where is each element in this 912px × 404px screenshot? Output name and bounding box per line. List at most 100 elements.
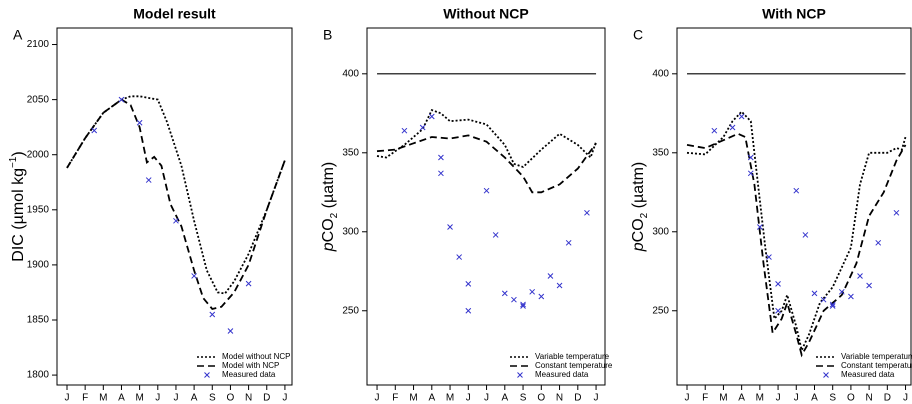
y-axis-label-part: ) <box>10 151 27 156</box>
x-tick-label: M <box>719 393 727 404</box>
x-marker <box>456 254 463 260</box>
chart-title: Model result <box>133 6 216 22</box>
x-marker <box>501 290 508 297</box>
x-marker <box>483 187 490 194</box>
x-tick-label: J <box>64 393 69 404</box>
x-marker <box>520 303 526 309</box>
plot-frame <box>56 27 293 386</box>
model-line <box>686 132 907 358</box>
y-axis-label: pCO2 (µatm) <box>320 162 340 252</box>
x-tick-label: O <box>537 393 545 404</box>
x-tick-label: A <box>738 393 745 404</box>
x-tick-label: J <box>594 393 599 404</box>
y-tick-label: 300 <box>652 226 669 237</box>
x-marker <box>438 170 444 177</box>
y-tick-label: 1950 <box>27 204 50 215</box>
x-marker <box>711 127 718 134</box>
x-marker <box>823 372 829 378</box>
x-tick-label: J <box>794 393 799 404</box>
x-tick-label: J <box>466 393 471 404</box>
x-marker <box>517 372 523 378</box>
x-marker <box>893 209 900 216</box>
model-line <box>66 95 286 295</box>
x-marker <box>227 328 234 334</box>
x-tick-label: N <box>556 393 563 404</box>
legend-label: Constant temperature <box>841 361 912 370</box>
x-marker <box>565 239 572 246</box>
model-line <box>376 108 597 169</box>
legend-label: Variable temperature <box>841 352 912 361</box>
x-tick-label: M <box>99 393 107 404</box>
model-line <box>376 134 597 194</box>
x-marker <box>775 307 781 314</box>
x-tick-label: A <box>428 393 435 404</box>
x-tick-label: M <box>409 393 417 404</box>
x-tick-label: N <box>245 393 252 404</box>
x-marker <box>428 113 435 120</box>
x-marker <box>811 290 818 297</box>
x-marker <box>191 273 197 279</box>
panel: Model result A 1800 1850 1900 1950 2000 2050 210… <box>8 6 293 404</box>
y-axis-label: DIC (µmol kg−1) <box>8 151 27 261</box>
x-marker <box>747 170 754 177</box>
x-marker <box>747 154 754 161</box>
y-tick-label: 2100 <box>27 39 50 50</box>
y-tick-label: 250 <box>342 305 359 316</box>
x-marker <box>173 217 179 224</box>
x-marker <box>775 281 781 287</box>
legend-label: Measured data <box>222 370 276 379</box>
x-marker <box>511 296 517 303</box>
x-tick-label: O <box>847 393 855 404</box>
x-marker <box>520 301 526 308</box>
y-axis-label-part: CO <box>630 218 647 242</box>
x-marker <box>419 124 426 131</box>
chart-title: With NCP <box>762 6 826 22</box>
plot-frame <box>366 27 606 386</box>
x-tick-label: A <box>811 393 818 404</box>
x-tick-label: A <box>191 393 198 404</box>
model-line <box>66 98 286 311</box>
x-tick-label: F <box>702 393 708 404</box>
y-tick-label: 2000 <box>27 149 50 160</box>
x-tick-label: S <box>209 393 216 404</box>
y-axis-label-part: −1 <box>8 156 19 168</box>
legend-label: Model without NCP <box>222 352 290 361</box>
x-marker <box>118 96 125 103</box>
x-marker <box>447 224 453 230</box>
legend-label: Model with NCP <box>222 361 279 370</box>
y-axis-label-part: 2 <box>329 212 340 218</box>
x-tick-label: D <box>574 393 581 404</box>
x-tick-label: J <box>282 393 287 404</box>
x-tick-label: S <box>829 393 836 404</box>
x-marker <box>245 280 252 287</box>
x-marker <box>857 273 863 279</box>
x-tick-label: M <box>756 393 764 404</box>
x-tick-label: J <box>903 393 908 404</box>
x-tick-label: M <box>135 393 143 404</box>
x-marker <box>875 239 882 246</box>
x-marker <box>145 177 152 183</box>
x-tick-label: J <box>173 393 178 404</box>
x-marker <box>738 113 745 120</box>
legend-label: Measured data <box>535 370 589 379</box>
x-tick-label: J <box>685 393 690 404</box>
x-marker <box>438 154 444 161</box>
y-tick-label: 350 <box>342 147 359 158</box>
x-marker <box>401 127 408 134</box>
x-marker <box>766 254 772 260</box>
x-marker <box>91 127 98 134</box>
legend-label: Variable temperature <box>535 352 610 361</box>
y-axis-label-part: 2 <box>639 212 650 218</box>
x-marker <box>729 124 736 131</box>
y-axis-label-part: (µatm) <box>320 162 337 213</box>
x-tick-label: D <box>263 393 270 404</box>
x-tick-label: N <box>865 393 872 404</box>
y-axis-label-part: p <box>320 242 337 252</box>
x-marker <box>136 119 143 126</box>
x-tick-label: J <box>375 393 380 404</box>
y-tick-label: 300 <box>342 226 359 237</box>
model-line <box>686 110 907 353</box>
x-tick-label: A <box>501 393 508 404</box>
